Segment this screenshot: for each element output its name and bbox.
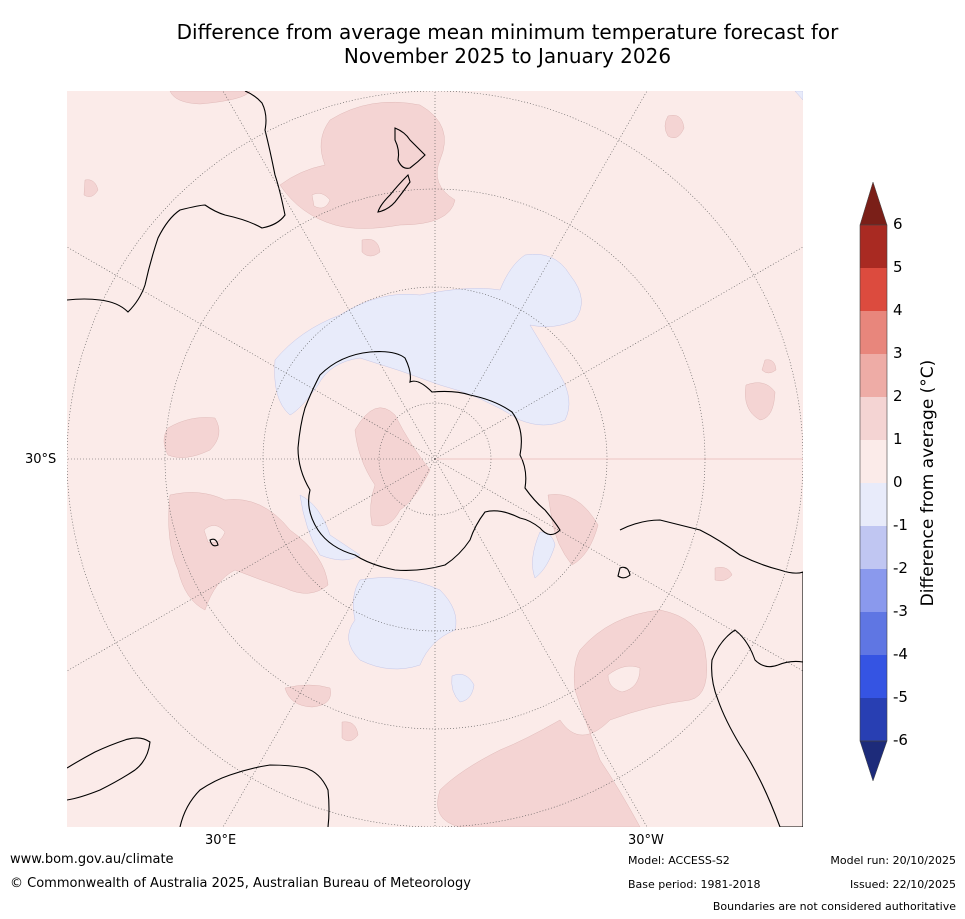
- title-line-1: Difference from average mean minimum tem…: [176, 20, 839, 44]
- warm-region-indian-2: [168, 492, 329, 611]
- kerguelen-island: [209, 538, 219, 547]
- colorbar-outline: [859, 224, 888, 742]
- colorbar-band-3-to-4: [860, 311, 887, 354]
- colorbar-tick: 6: [893, 215, 903, 233]
- warm-region-south-atlantic-small: [714, 567, 733, 582]
- colorbar-band-minus1-to-0: [860, 483, 887, 526]
- africa-coast: [67, 737, 151, 801]
- warm-region-pacific: [745, 382, 776, 421]
- longitude-label-30w: 30°W: [628, 833, 664, 848]
- hole-tasman: [311, 193, 331, 209]
- warm-region-south-small: [361, 239, 381, 257]
- warm-region-indian-1: [163, 417, 220, 458]
- hole-atlantic: [607, 665, 641, 693]
- antarctica-coast: [297, 351, 561, 571]
- anomaly-holes: [203, 193, 641, 693]
- colorbar-band-4-to-5: [860, 268, 887, 311]
- new-zealand-south: [377, 173, 411, 213]
- cool-region-south-small: [451, 674, 475, 703]
- colorbar-tick: -4: [893, 645, 908, 663]
- colorbar-tick: 4: [893, 301, 903, 319]
- colorbar-band-1-to-2: [860, 397, 887, 440]
- colorbar-tick: 1: [893, 430, 903, 448]
- colorbar-band-minus3-to-minus2: [860, 569, 887, 612]
- colorbar-band-2-to-3: [860, 354, 887, 397]
- colorbar-tick: -5: [893, 688, 908, 706]
- warm-region-small-east: [664, 115, 685, 138]
- warm-region-small-south-2: [341, 721, 359, 742]
- warm-region-small-south: [284, 684, 331, 708]
- cool-region-ross-sea: [274, 254, 582, 426]
- cool-region-south: [348, 577, 457, 670]
- longitude-label-30e: 30°E: [205, 833, 237, 848]
- cool-region-weddell: [532, 531, 556, 579]
- colorbar-tick: -6: [893, 731, 908, 749]
- warm-region-antarctic-interior: [354, 407, 431, 527]
- colorbar: [859, 181, 888, 782]
- copyright-notice: © Commonwealth of Australia 2025, Austra…: [10, 876, 471, 891]
- boundaries-disclaimer: Boundaries are not considered authoritat…: [712, 900, 956, 913]
- base-period: Base period: 1981-2018: [628, 878, 761, 891]
- colorbar-bottom-extension: [859, 740, 888, 782]
- falkland-islands: [617, 566, 631, 579]
- colorbar-tick: -2: [893, 559, 908, 577]
- colorbar-band-minus6-to-minus5: [860, 698, 887, 741]
- australia-coast: [67, 91, 286, 313]
- website-link[interactable]: www.bom.gov.au/climate: [10, 852, 174, 867]
- colorbar-band-5-to-6: [860, 225, 887, 268]
- colorbar-tick: 0: [893, 473, 903, 491]
- colorbar-top-extension: [859, 181, 888, 226]
- colorbar-band-minus4-to-minus3: [860, 612, 887, 655]
- colorbar-tick: -1: [893, 516, 908, 534]
- warm-region-pacific-small: [761, 359, 777, 374]
- colorbar-tick: 3: [893, 344, 903, 362]
- colorbar-band-minus5-to-minus4: [860, 655, 887, 698]
- model-name: Model: ACCESS-S2: [628, 854, 730, 867]
- map-area: [67, 91, 803, 827]
- colorbar-band-minus2-to-minus1: [860, 526, 887, 569]
- colorbar-band-0-to-1: [860, 440, 887, 483]
- chart-title: Difference from average mean minimum tem…: [100, 20, 915, 68]
- colorbar-tick: 2: [893, 387, 903, 405]
- warm-region-southwest-small: [83, 179, 99, 197]
- hole-indian: [203, 525, 226, 543]
- title-line-2: November 2025 to January 2026: [343, 44, 672, 68]
- graticule: [67, 91, 803, 827]
- issued-date: Issued: 22/10/2025: [849, 878, 956, 891]
- south-america-coast: [619, 519, 803, 827]
- warm-region-weddell: [547, 494, 599, 566]
- coastlines: [67, 91, 803, 827]
- anomaly-regions-cool: [274, 91, 803, 703]
- new-zealand-north: [394, 127, 426, 169]
- cool-region-indian: [299, 494, 361, 561]
- model-run-date: Model run: 20/10/2025: [830, 854, 956, 867]
- warm-region-atlantic: [437, 609, 707, 827]
- colorbar-tick: 5: [893, 258, 903, 276]
- africa-mainland: [179, 764, 330, 827]
- latitude-label-30s: 30°S: [25, 452, 57, 467]
- colorbar-tick: -3: [893, 602, 908, 620]
- colorbar-title: Difference from average (°C): [918, 359, 938, 607]
- cool-region-northeast: [794, 91, 803, 101]
- warm-region-nz-north: [169, 91, 251, 105]
